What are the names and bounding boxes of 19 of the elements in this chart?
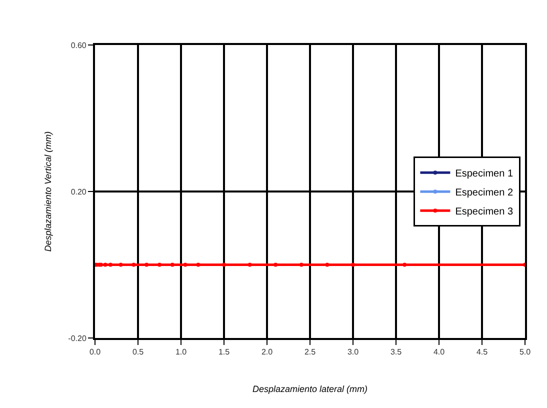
legend-label: Especimen 2 <box>455 188 514 199</box>
y-axis-title: Desplazamiento Vertical (mm) <box>43 131 54 252</box>
x-tick-label: 2.5 <box>304 348 316 357</box>
x-tick-label: 0.0 <box>89 348 102 357</box>
x-tick-label: 5.0 <box>519 348 532 357</box>
legend-label: Especimen 1 <box>455 168 514 180</box>
x-tick-label: 3.0 <box>347 348 360 357</box>
x-tick-label: 4.5 <box>476 348 488 357</box>
x-tick-label: 4.0 <box>433 348 446 357</box>
x-tick-label: 0.5 <box>132 348 144 357</box>
x-tick-label: 3.5 <box>390 348 402 357</box>
x-axis-title: Desplazamiento lateral (mm) <box>252 384 368 394</box>
x-tick-label: 1.5 <box>218 348 230 357</box>
y-tick-label: 0.20 <box>70 187 87 196</box>
x-tick-label: 2.0 <box>261 348 274 357</box>
y-tick-label: 0.60 <box>70 40 87 50</box>
y-tick-label: -0.20 <box>68 334 87 343</box>
legend-label: Especimen 3 <box>455 206 514 218</box>
x-tick-label: 1.0 <box>175 348 188 357</box>
